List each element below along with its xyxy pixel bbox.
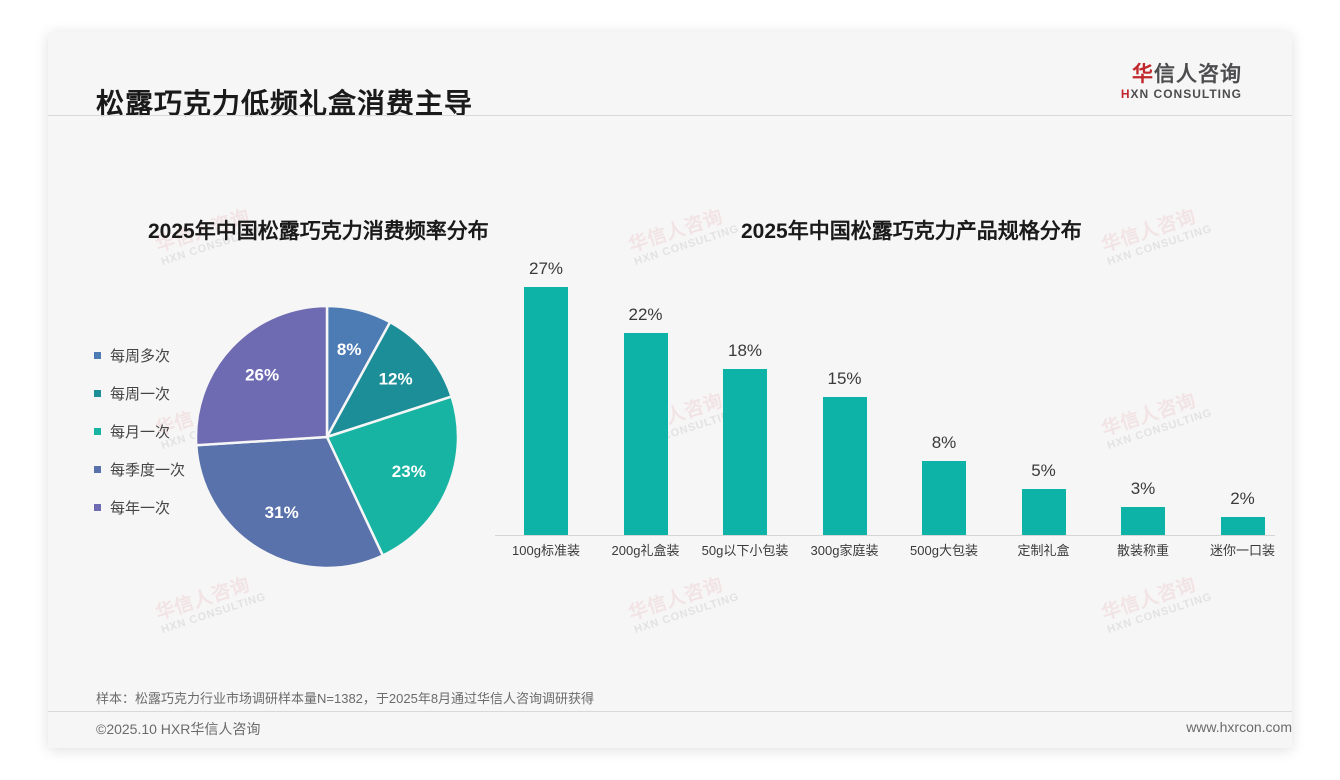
svg-text:31%: 31% xyxy=(265,503,299,522)
svg-text:26%: 26% xyxy=(245,365,279,384)
svg-text:23%: 23% xyxy=(392,462,426,481)
svg-text:8%: 8% xyxy=(337,340,362,359)
svg-text:12%: 12% xyxy=(379,370,413,389)
